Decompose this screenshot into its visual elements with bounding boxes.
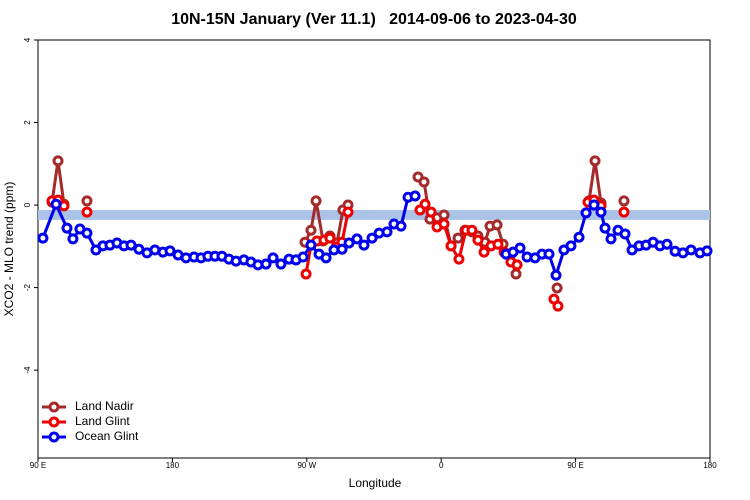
data-point [336,243,348,255]
y-tick-label: 2 [23,120,32,125]
y-tick-label: 4 [23,37,32,42]
data-point [81,206,93,218]
data-point [492,238,504,250]
data-point [305,224,317,236]
data-point [52,155,64,167]
data-point [381,226,393,238]
data-point [466,224,478,236]
data-point [342,206,354,218]
legend-marker [48,401,60,413]
data-point [343,237,355,249]
data-point [81,195,93,207]
data-point [425,206,437,218]
data-point [701,245,713,257]
data-point [605,233,617,245]
data-point [438,209,450,221]
data-point [510,268,522,280]
x-tick-label: 180 [166,461,180,470]
legend-label: Land Nadir [75,399,134,413]
data-point [565,240,577,252]
data-point [618,206,630,218]
data-point [297,251,309,263]
data-point [419,198,431,210]
data-point [67,233,79,245]
data-point [551,282,563,294]
x-tick-label: 90 W [297,461,316,470]
data-point [324,232,336,244]
data-point [573,231,585,243]
chart-title: 10N-15N January (Ver 11.1) 2014-09-06 to… [171,11,577,28]
y-tick-label: -2 [23,283,32,291]
data-point [267,252,279,264]
data-point [438,218,450,230]
data-point [472,234,484,246]
reference-band [38,210,710,220]
legend-marker [48,416,60,428]
data-point [514,242,526,254]
x-tick-label: 90 E [567,461,583,470]
data-point [588,199,600,211]
data-point [164,245,176,257]
data-point [418,176,430,188]
data-point [589,155,601,167]
data-point [320,252,332,264]
data-point [599,222,611,234]
data-point [619,228,631,240]
data-point [366,232,378,244]
data-point [260,258,272,270]
x-axis-label: Longitude [349,476,402,490]
data-point [511,259,523,271]
data-point [358,239,370,251]
x-tick-label: 180 [703,461,717,470]
data-point [685,244,697,256]
data-point [452,232,464,244]
data-point [478,246,490,258]
data-point [50,198,62,210]
data-point [37,232,49,244]
data-point [275,258,287,270]
data-point [125,239,137,251]
legend-label: Ocean Glint [75,429,139,443]
legend-marker [48,431,60,443]
data-point [61,222,73,234]
data-point [305,239,317,251]
data-point [453,253,465,265]
x-tick-label: 90 E [30,461,46,470]
data-point [300,268,312,280]
data-point [409,190,421,202]
data-point [661,238,673,250]
y-tick-label: 0 [23,202,32,207]
data-point [133,243,145,255]
data-point [445,240,457,252]
data-point [310,195,322,207]
data-point [351,233,363,245]
data-point [550,269,562,281]
legend-label: Land Glint [75,414,130,428]
y-axis-label: XCO2 - MLO trend (ppm) [2,182,16,317]
x-tick-label: 0 [439,461,444,470]
data-point [491,219,503,231]
data-point [618,195,630,207]
y-tick-label: -4 [23,366,32,374]
data-point [81,227,93,239]
data-point [595,206,607,218]
data-point [543,248,555,260]
data-point [580,207,592,219]
data-point [395,220,407,232]
data-point [552,300,564,312]
